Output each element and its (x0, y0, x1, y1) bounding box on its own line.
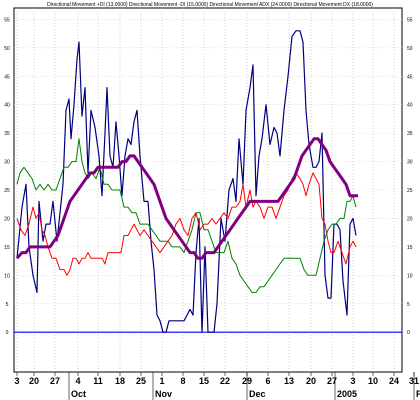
month-label: Oct (71, 389, 86, 399)
chart-title: Directional Movement +DI (13.0000) Direc… (47, 2, 373, 8)
month-label: 2005 (337, 389, 357, 399)
series-line-3 (15, 137, 358, 260)
y-tick-label-left: 0 (6, 330, 9, 336)
y-tick-label-left: 10 (4, 273, 10, 279)
y-tick-label-right: 5 (407, 302, 410, 308)
month-label: Feb (416, 389, 420, 399)
x-tick-label: 4 (75, 376, 80, 386)
y-tick-label-right: 50 (407, 46, 413, 52)
series-layer (15, 30, 358, 333)
series-line-2 (16, 138, 357, 293)
x-tick-label: 1 (159, 376, 164, 386)
x-tick-label: 6 (265, 376, 270, 386)
y-tick-label-right: 10 (407, 273, 413, 279)
series-line-0 (16, 30, 357, 333)
y-tick-label-right: 25 (407, 188, 413, 194)
x-tick-label: 24 (389, 376, 399, 386)
x-tick-label: 3 (350, 376, 355, 386)
y-tick-label-left: 35 (4, 131, 10, 137)
y-tick-label-left: 40 (4, 103, 10, 109)
x-tick-label: 27 (50, 376, 60, 386)
x-tick-label: 20 (29, 376, 39, 386)
y-tick-label-left: 25 (4, 188, 10, 194)
y-tick-label-right: 0 (407, 330, 410, 336)
month-label: Nov (155, 389, 172, 399)
y-tick-label-right: 30 (407, 160, 413, 166)
x-tick-label: 22 (220, 376, 230, 386)
x-tick-label: 25 (136, 376, 146, 386)
month-label: Dec (249, 389, 266, 399)
x-tick-label: 3 (14, 376, 19, 386)
x-tick-label: 15 (199, 376, 209, 386)
x-tick-label: 27 (327, 376, 337, 386)
x-tick-label: 13 (284, 376, 294, 386)
y-tick-label-left: 50 (4, 46, 10, 52)
x-tick-label: 10 (368, 376, 378, 386)
y-tick-label-left: 5 (6, 302, 9, 308)
series-line-1 (16, 172, 357, 276)
y-tick-label-left: 45 (4, 74, 10, 80)
y-tick-label-right: 35 (407, 131, 413, 137)
y-tick-label-left: 55 (4, 17, 10, 23)
x-tick-label: 18 (115, 376, 125, 386)
y-tick-label-left: 30 (4, 160, 10, 166)
y-tick-label-right: 15 (407, 245, 413, 251)
y-tick-label-left: 15 (4, 245, 10, 251)
y-tick-label-right: 55 (407, 17, 413, 23)
x-tick-label: 8 (180, 376, 185, 386)
y-tick-label-left: 20 (4, 216, 10, 222)
y-tick-label-right: 45 (407, 74, 413, 80)
y-tick-label-right: 20 (407, 216, 413, 222)
x-tick-label: 11 (93, 376, 103, 386)
y-tick-label-right: 40 (407, 103, 413, 109)
x-tick-label: 20 (306, 376, 316, 386)
